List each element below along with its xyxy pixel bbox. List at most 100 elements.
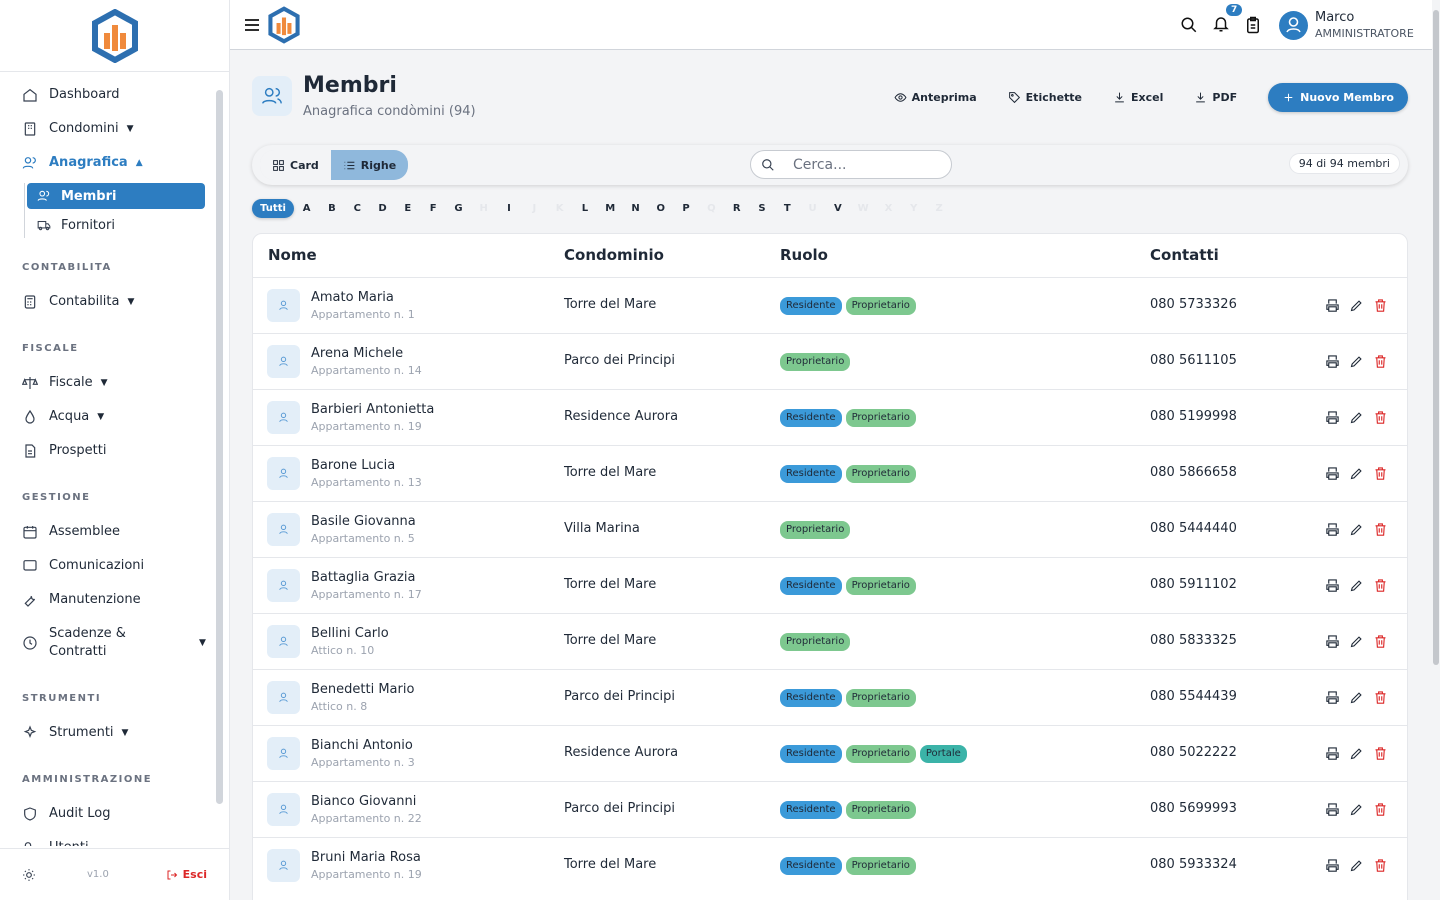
delete-button[interactable] bbox=[1373, 298, 1388, 313]
edit-button[interactable] bbox=[1349, 578, 1364, 593]
theme-toggle[interactable] bbox=[22, 868, 36, 882]
delete-button[interactable] bbox=[1373, 634, 1388, 649]
view-button[interactable]: Righe bbox=[330, 150, 409, 180]
print-button[interactable] bbox=[1325, 578, 1340, 593]
nav-item[interactable]: Prospetti bbox=[14, 434, 212, 468]
nav-item[interactable]: Scadenze & Contratti ▼ bbox=[14, 617, 212, 669]
primary-button[interactable]: Nuovo Membro bbox=[1268, 83, 1408, 112]
delete-button[interactable] bbox=[1373, 466, 1388, 481]
action-button[interactable]: Anteprima bbox=[894, 91, 977, 104]
print-button[interactable] bbox=[1325, 298, 1340, 313]
nav-item[interactable]: Manutenzione bbox=[14, 583, 212, 617]
page-scrollbar[interactable] bbox=[1432, 0, 1440, 900]
action-button[interactable]: Excel bbox=[1113, 91, 1163, 104]
logout[interactable]: Esci bbox=[166, 868, 207, 881]
nav-item[interactable]: Condomini ▼ bbox=[14, 112, 212, 146]
nav-item[interactable]: Utenti bbox=[14, 831, 212, 846]
table-row[interactable]: Amato Maria Appartamento n. 1 Torre del Ma… bbox=[253, 277, 1407, 333]
edit-button[interactable] bbox=[1349, 690, 1364, 705]
notifications[interactable] bbox=[1212, 15, 1230, 33]
print-button[interactable] bbox=[1325, 466, 1340, 481]
table-row[interactable]: Battaglia Grazia Appartamento n. 17 Torre … bbox=[253, 557, 1407, 613]
delete-button[interactable] bbox=[1373, 410, 1388, 425]
letter-filter-item[interactable]: A bbox=[302, 202, 311, 214]
table-row[interactable]: Benedetti Mario Attico n. 8 Parco dei Prin… bbox=[253, 669, 1407, 725]
column-header: Condominio bbox=[564, 246, 664, 264]
avatar[interactable] bbox=[1279, 11, 1308, 40]
edit-button[interactable] bbox=[1349, 410, 1364, 425]
letter-filter-item[interactable]: G bbox=[454, 202, 463, 214]
view-button[interactable]: Card bbox=[260, 150, 331, 180]
letter-filter-item[interactable]: E bbox=[404, 202, 412, 214]
logo-small[interactable] bbox=[265, 6, 303, 44]
letter-filter-item[interactable]: B bbox=[328, 202, 336, 214]
nav-child[interactable]: Membri bbox=[27, 183, 205, 209]
letter-filter-item[interactable]: P bbox=[682, 202, 690, 214]
edit-button[interactable] bbox=[1349, 858, 1364, 873]
table-row[interactable]: Bianchi Antonio Appartamento n. 3 Residenc… bbox=[253, 725, 1407, 781]
delete-button[interactable] bbox=[1373, 858, 1388, 873]
edit-button[interactable] bbox=[1349, 466, 1364, 481]
print-button[interactable] bbox=[1325, 410, 1340, 425]
letter-filter-item[interactable]: I bbox=[507, 202, 511, 214]
table-row[interactable]: Barbieri Antonietta Appartamento n. 19 Res… bbox=[253, 389, 1407, 445]
letter-filter-item[interactable]: Tutti bbox=[252, 198, 294, 218]
letter-filter-item[interactable]: R bbox=[732, 202, 741, 214]
tasks-icon[interactable] bbox=[1245, 16, 1261, 34]
letter-filter-item[interactable]: O bbox=[656, 202, 666, 214]
delete-button[interactable] bbox=[1373, 802, 1388, 817]
logo[interactable] bbox=[0, 0, 229, 72]
print-button[interactable] bbox=[1325, 858, 1340, 873]
nav-item[interactable]: Audit Log bbox=[14, 797, 212, 831]
table-row[interactable]: Bianco Giovanni Appartamento n. 22 Parco d… bbox=[253, 781, 1407, 837]
delete-button[interactable] bbox=[1373, 690, 1388, 705]
delete-button[interactable] bbox=[1373, 522, 1388, 537]
letter-filter-item[interactable]: F bbox=[429, 202, 437, 214]
menu-toggle[interactable] bbox=[244, 17, 260, 33]
edit-button[interactable] bbox=[1349, 354, 1364, 369]
delete-button[interactable] bbox=[1373, 578, 1388, 593]
delete-button[interactable] bbox=[1373, 746, 1388, 761]
search-icon[interactable] bbox=[1180, 16, 1198, 34]
print-button[interactable] bbox=[1325, 690, 1340, 705]
print-button[interactable] bbox=[1325, 802, 1340, 817]
delete-button[interactable] bbox=[1373, 354, 1388, 369]
letter-filter-item[interactable]: M bbox=[605, 202, 616, 214]
edit-button[interactable] bbox=[1349, 298, 1364, 313]
nav-item[interactable]: Dashboard bbox=[14, 78, 212, 112]
edit-button[interactable] bbox=[1349, 746, 1364, 761]
user-info[interactable]: Marco AMMINISTRATORE bbox=[1315, 10, 1414, 40]
edit-button[interactable] bbox=[1349, 634, 1364, 649]
print-button[interactable] bbox=[1325, 634, 1340, 649]
nav-item[interactable]: Assemblee bbox=[14, 515, 212, 549]
letter-filter-item[interactable]: C bbox=[353, 202, 361, 214]
print-button[interactable] bbox=[1325, 746, 1340, 761]
letter-filter-item[interactable]: D bbox=[378, 202, 387, 214]
print-button[interactable] bbox=[1325, 522, 1340, 537]
letter-filter-item[interactable]: V bbox=[834, 202, 842, 214]
table-row[interactable]: Bellini Carlo Attico n. 10 Torre del Mare P… bbox=[253, 613, 1407, 669]
search-box[interactable]: Cerca... bbox=[750, 150, 952, 179]
edit-button[interactable] bbox=[1349, 802, 1364, 817]
nav-item[interactable]: Acqua ▼ bbox=[14, 400, 212, 434]
action-button[interactable]: PDF bbox=[1194, 91, 1237, 104]
action-button[interactable]: Etichette bbox=[1008, 91, 1082, 104]
letter-filter-item[interactable]: L bbox=[581, 202, 589, 214]
icon bbox=[1375, 691, 1386, 704]
edit-button[interactable] bbox=[1349, 522, 1364, 537]
letter-filter-item[interactable]: N bbox=[631, 202, 640, 214]
nav-item[interactable]: Anagrafica ▲ bbox=[14, 146, 212, 180]
letter-filter-item[interactable]: S bbox=[758, 202, 766, 214]
print-button[interactable] bbox=[1325, 354, 1340, 369]
table-row[interactable]: Basile Giovanna Appartamento n. 5 Villa Ma… bbox=[253, 501, 1407, 557]
letter-filter-item[interactable]: T bbox=[783, 202, 791, 214]
scrollbar[interactable] bbox=[216, 90, 223, 804]
nav-item[interactable]: Comunicazioni bbox=[14, 549, 212, 583]
table-row[interactable]: Arena Michele Appartamento n. 14 Parco dei… bbox=[253, 333, 1407, 389]
nav-item[interactable]: Strumenti ▼ bbox=[14, 716, 212, 750]
nav-child[interactable]: Fornitori bbox=[27, 212, 205, 238]
nav-item[interactable]: Contabilita ▼ bbox=[14, 285, 212, 319]
table-row[interactable]: Barone Lucia Appartamento n. 13 Torre del … bbox=[253, 445, 1407, 501]
nav-item[interactable]: Fiscale ▼ bbox=[14, 366, 212, 400]
table-row[interactable]: Bruni Maria Rosa Appartamento n. 19 Torre … bbox=[253, 837, 1407, 893]
